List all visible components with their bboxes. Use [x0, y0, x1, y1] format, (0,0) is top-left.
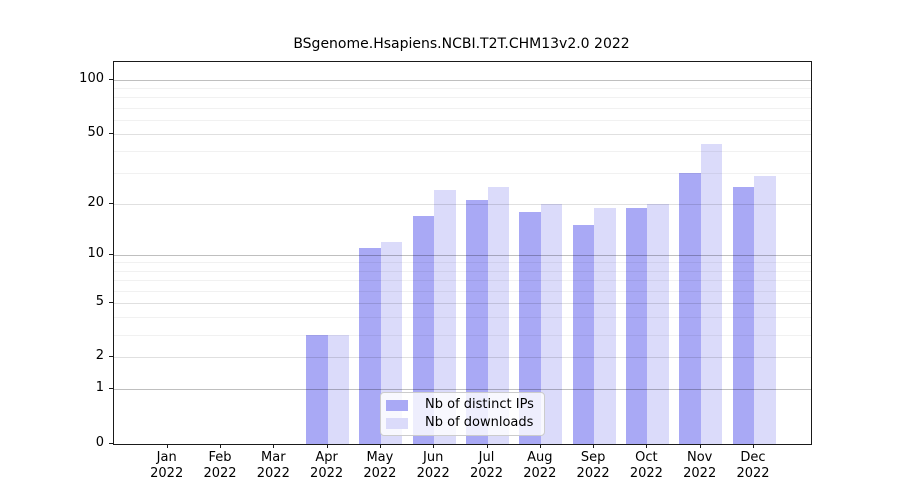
bar-jun-distinct-ips	[412, 216, 435, 444]
gridline-60	[114, 119, 811, 121]
bar-may-distinct-ips	[359, 248, 381, 444]
bar-apr-downloads	[327, 334, 350, 444]
gridline-6	[114, 290, 811, 292]
x-tick-label-feb: Feb 2022	[203, 450, 237, 481]
x-tick-mark	[646, 444, 648, 448]
gridline-70	[114, 107, 811, 109]
bar-nov-distinct-ips	[679, 173, 701, 444]
y-tick-label-10: 10	[87, 245, 104, 261]
gridline-30	[114, 173, 811, 175]
gridline-5	[114, 302, 811, 304]
gridline-50	[114, 133, 811, 135]
x-tick-mark	[379, 444, 381, 448]
gridline-3	[114, 334, 811, 336]
bar-dec-distinct-ips	[732, 187, 754, 444]
x-tick-mark	[326, 444, 328, 448]
bar-jul-downloads	[487, 187, 509, 444]
gridline-9	[114, 262, 811, 264]
y-tick-label-100: 100	[79, 71, 104, 87]
legend-swatch-downloads	[386, 417, 408, 429]
x-tick-label-apr: Apr 2022	[310, 450, 344, 481]
x-tick-label-jan: Jan 2022	[150, 450, 184, 481]
x-tick-mark	[166, 444, 168, 448]
y-tick-mark	[109, 79, 113, 81]
x-tick-label-sep: Sep 2022	[576, 450, 610, 481]
x-tick-label-jul: Jul 2022	[469, 450, 504, 481]
y-tick-mark	[109, 253, 113, 255]
y-tick-mark	[109, 132, 113, 134]
plot-area	[113, 61, 812, 445]
gridline-40	[114, 151, 811, 153]
x-tick-mark	[699, 444, 701, 448]
bar-oct-downloads	[647, 203, 669, 444]
y-tick-label-5: 5	[95, 293, 104, 309]
gridline-8	[114, 270, 811, 272]
bar-jul-distinct-ips	[466, 200, 488, 444]
x-tick-label-may: May 2022	[363, 450, 397, 481]
x-tick-label-oct: Oct 2022	[629, 450, 663, 481]
x-tick-label-aug: Aug 2022	[523, 450, 557, 481]
x-tick-mark	[593, 444, 595, 448]
y-tick-label-1: 1	[95, 380, 104, 396]
gridline-2	[114, 357, 811, 359]
x-tick-mark	[486, 444, 488, 448]
y-tick-label-2: 2	[95, 348, 104, 364]
legend-label-distinct-ips: Nb of distinct IPs	[425, 397, 534, 412]
y-tick-mark	[109, 388, 113, 390]
bar-apr-distinct-ips	[306, 334, 328, 444]
x-tick-mark	[273, 444, 275, 448]
gridline-4	[114, 317, 811, 319]
y-tick-mark	[109, 301, 113, 303]
legend: Nb of distinct IPs Nb of downloads	[380, 392, 545, 436]
x-tick-mark	[539, 444, 541, 448]
bar-oct-distinct-ips	[625, 207, 648, 444]
gridline-100	[114, 80, 811, 82]
bar-aug-distinct-ips	[519, 211, 541, 444]
gridline-10	[114, 254, 811, 256]
legend-item-downloads: Nb of downloads	[386, 415, 538, 431]
x-tick-label-dec: Dec 2022	[736, 450, 770, 481]
y-tick-label-20: 20	[87, 194, 104, 210]
legend-swatch-distinct-ips	[386, 399, 408, 411]
legend-item-distinct-ips: Nb of distinct IPs	[386, 397, 538, 413]
y-tick-mark	[109, 443, 113, 444]
x-tick-mark	[433, 444, 435, 448]
y-tick-mark	[109, 202, 113, 204]
x-tick-mark	[753, 444, 754, 448]
bar-nov-downloads	[700, 143, 723, 444]
gridline-80	[114, 97, 811, 99]
legend-label-downloads: Nb of downloads	[425, 415, 534, 430]
bar-jun-downloads	[434, 190, 456, 444]
x-tick-mark	[220, 444, 221, 448]
x-tick-label-mar: Mar 2022	[256, 450, 290, 481]
chart-title: BSgenome.Hsapiens.NCBI.T2T.CHM13v2.0 202…	[293, 36, 630, 52]
y-tick-mark	[109, 356, 113, 358]
bar-aug-downloads	[540, 203, 563, 444]
bar-sep-downloads	[594, 207, 616, 444]
x-tick-label-nov: Nov 2022	[683, 450, 717, 481]
bar-sep-distinct-ips	[572, 225, 595, 444]
y-tick-label-0: 0	[95, 435, 104, 450]
gridline-1	[114, 389, 811, 391]
gridline-90	[114, 88, 811, 90]
y-tick-label-50: 50	[87, 124, 104, 140]
bar-dec-downloads	[754, 175, 776, 444]
gridline-20	[114, 203, 811, 205]
gridline-7	[114, 280, 811, 282]
x-tick-label-jun: Jun 2022	[416, 450, 450, 481]
